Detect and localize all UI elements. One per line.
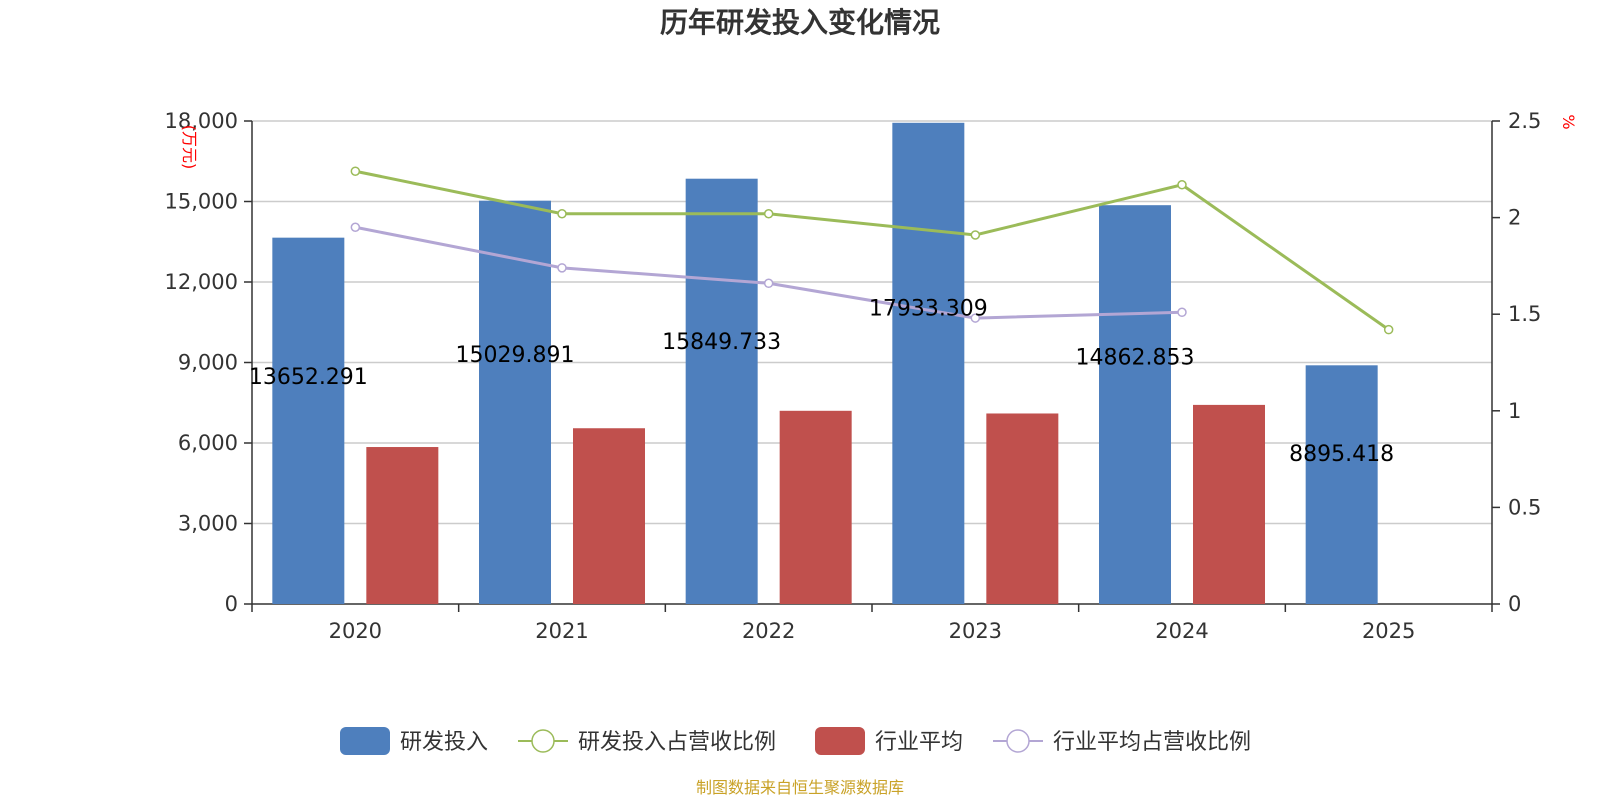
lines <box>350 166 1394 335</box>
right-tick-label: 2 <box>1508 206 1521 230</box>
right-tick-label: 1 <box>1508 399 1521 423</box>
legend-label: 研发投入 <box>400 730 488 755</box>
legend: 研发投入 研发投入占营收比例 行业平均 行业平均占营收比例 <box>340 727 1251 755</box>
line-point <box>970 313 981 323</box>
line-point <box>763 208 774 219</box>
x-tick-label: 2022 <box>742 619 795 643</box>
bar <box>986 413 1059 604</box>
bar-data-label: 13652.291 <box>249 365 368 390</box>
bar-data-label: 15849.733 <box>662 330 781 355</box>
right-tick-label: 0.5 <box>1508 495 1541 519</box>
bar <box>366 447 439 604</box>
line-point <box>350 222 361 233</box>
bar <box>779 410 852 604</box>
bar-data-label: 15029.891 <box>456 343 575 368</box>
line-point <box>1383 324 1394 335</box>
legend-marker <box>531 729 555 753</box>
right-tick-label: 2.5 <box>1508 109 1541 133</box>
right-tick-label: 0 <box>1508 592 1521 616</box>
x-tick-label: 2020 <box>329 619 382 643</box>
legend-swatch <box>815 727 865 755</box>
legend-marker <box>1006 729 1030 753</box>
axes: 0 3,000 6,000 9,000 12,000 15,000 18,000 0 0.5 1 1… <box>165 109 1542 643</box>
line-point <box>350 166 361 176</box>
bar-data-label: 17933.309 <box>869 296 988 321</box>
right-tick-label: 1.5 <box>1508 302 1541 326</box>
line-point <box>557 263 567 273</box>
legend-label: 研发投入占营收比例 <box>578 730 776 755</box>
bar-data-label: 14862.853 <box>1076 346 1195 371</box>
right-axis-unit: % <box>1559 114 1578 129</box>
line-point <box>1177 180 1187 190</box>
bars <box>272 122 1378 605</box>
x-tick-label: 2024 <box>1155 619 1208 643</box>
left-tick-label: 6,000 <box>178 431 238 455</box>
left-tick-label: 0 <box>225 592 238 616</box>
series-line <box>355 169 1390 331</box>
left-tick-label: 15,000 <box>165 190 238 214</box>
legend-swatch <box>340 727 390 755</box>
bar <box>272 237 345 605</box>
chart-title: 历年研发投入变化情况 <box>660 6 940 39</box>
bar <box>892 122 965 604</box>
x-tick-label: 2025 <box>1362 619 1415 643</box>
bar <box>1193 404 1265 604</box>
bar <box>573 428 645 604</box>
line-point <box>763 278 774 289</box>
bar <box>1305 365 1378 604</box>
grid-lines <box>252 120 1492 525</box>
legend-label: 行业平均 <box>875 730 963 755</box>
left-tick-label: 18,000 <box>165 109 238 133</box>
data-labels: 13652.291 15029.891 15849.733 17933.309 1486… <box>249 296 1394 467</box>
bar-data-label: 8895.418 <box>1289 442 1394 467</box>
line-point <box>557 208 567 219</box>
x-tick-label: 2021 <box>535 619 588 643</box>
x-tick-label: 2023 <box>949 619 1002 643</box>
left-tick-label: 3,000 <box>178 512 238 536</box>
bar <box>1099 205 1171 604</box>
line-point <box>970 230 981 240</box>
left-tick-label: 9,000 <box>178 351 238 375</box>
source-note: 制图数据来自恒生聚源数据库 <box>696 778 904 797</box>
legend-label: 行业平均占营收比例 <box>1053 730 1251 755</box>
bar <box>685 178 758 604</box>
left-axis-unit: (万元) <box>180 125 199 170</box>
line-point <box>1177 307 1187 318</box>
left-tick-label: 12,000 <box>165 270 238 294</box>
bar <box>479 200 551 604</box>
